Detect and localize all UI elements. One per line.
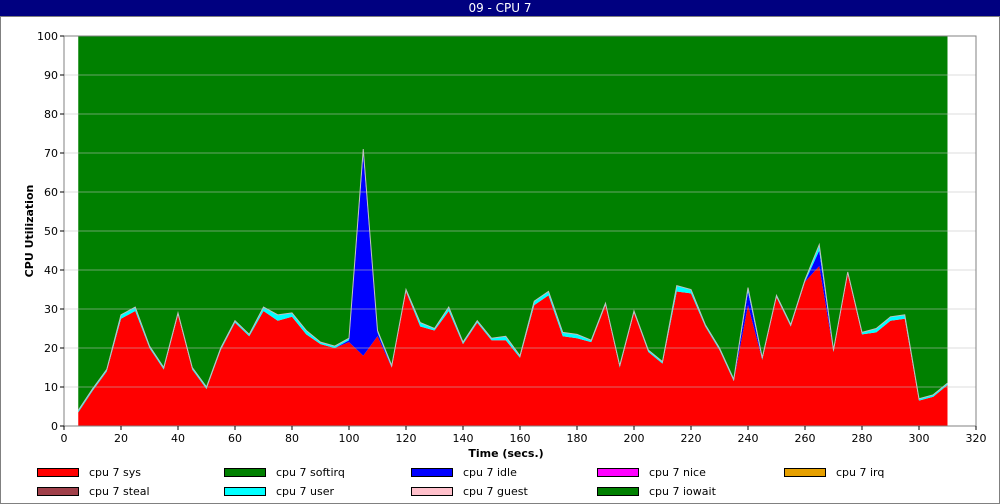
x-tick-label: 60 xyxy=(228,432,242,445)
y-tick-label: 60 xyxy=(44,186,58,199)
chart-title: 09 - CPU 7 xyxy=(468,1,532,15)
x-tick-label: 260 xyxy=(795,432,816,445)
y-axis-label: CPU Utilization xyxy=(23,185,36,278)
y-tick-label: 10 xyxy=(44,381,58,394)
chart-title-bar: 09 - CPU 7 xyxy=(0,0,1000,16)
x-axis-label: Time (secs.) xyxy=(468,447,543,460)
x-tick-label: 20 xyxy=(114,432,128,445)
x-tick-label: 300 xyxy=(909,432,930,445)
y-tick-label: 30 xyxy=(44,303,58,316)
y-tick-label: 50 xyxy=(44,225,58,238)
y-tick-label: 80 xyxy=(44,108,58,121)
y-tick-label: 20 xyxy=(44,342,58,355)
x-tick-label: 0 xyxy=(61,432,68,445)
x-tick-label: 240 xyxy=(738,432,759,445)
y-tick-label: 40 xyxy=(44,264,58,277)
x-tick-label: 320 xyxy=(966,432,987,445)
x-tick-label: 80 xyxy=(285,432,299,445)
y-tick-label: 70 xyxy=(44,147,58,160)
y-tick-label: 0 xyxy=(51,420,58,433)
y-tick-label: 100 xyxy=(37,30,58,43)
x-tick-label: 100 xyxy=(339,432,360,445)
x-tick-label: 160 xyxy=(510,432,531,445)
y-tick-label: 90 xyxy=(44,69,58,82)
x-tick-label: 140 xyxy=(453,432,474,445)
x-tick-label: 220 xyxy=(681,432,702,445)
x-tick-label: 280 xyxy=(852,432,873,445)
x-tick-label: 180 xyxy=(567,432,588,445)
stack-boundary-line xyxy=(77,149,948,411)
x-tick-label: 120 xyxy=(396,432,417,445)
x-tick-label: 200 xyxy=(624,432,645,445)
series-area-cpu-7-sys xyxy=(78,266,948,426)
x-tick-label: 40 xyxy=(171,432,185,445)
